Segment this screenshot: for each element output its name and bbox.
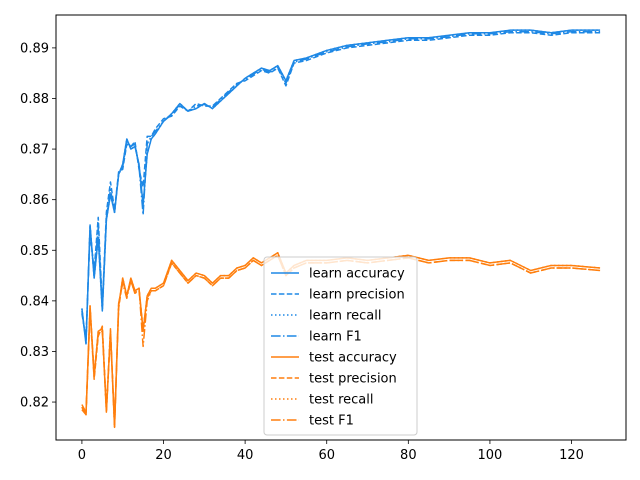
x-tick-label: 100 bbox=[478, 448, 503, 463]
x-tick-label: 60 bbox=[318, 448, 335, 463]
y-tick-label: 0.83 bbox=[20, 345, 49, 360]
x-tick-label: 20 bbox=[155, 448, 172, 463]
y-axis: 0.82 0.83 0.84 0.85 0.86 0.87 0.88 0.89 bbox=[20, 41, 56, 411]
x-tick-label: 40 bbox=[237, 448, 254, 463]
x-axis: 0 20 40 60 80 100 120 bbox=[78, 440, 584, 463]
series-line-learn-f1 bbox=[81, 30, 601, 343]
y-tick-label: 0.89 bbox=[20, 41, 49, 56]
y-tick-label: 0.86 bbox=[20, 193, 49, 208]
legend-label-learn-accuracy: learn accuracy bbox=[309, 267, 405, 282]
x-tick-label: 80 bbox=[400, 448, 417, 463]
x-tick-label: 120 bbox=[559, 448, 584, 463]
legend-box bbox=[263, 256, 418, 436]
legend-label-test-f1: test F1 bbox=[309, 414, 354, 429]
y-tick-label: 0.85 bbox=[20, 244, 49, 259]
legend-label-test-recall: test recall bbox=[309, 393, 374, 408]
legend: learn accuracy learn precision learn recal… bbox=[263, 256, 418, 436]
plot-frame bbox=[55, 14, 627, 441]
plot-lines bbox=[81, 29, 601, 429]
legend-label-test-accuracy: test accuracy bbox=[309, 351, 397, 366]
y-tick-label: 0.88 bbox=[20, 92, 49, 107]
y-tick-label: 0.82 bbox=[20, 396, 49, 411]
y-tick-label: 0.87 bbox=[20, 143, 49, 158]
legend-label-learn-recall: learn recall bbox=[309, 309, 381, 324]
series-line-learn-recall bbox=[81, 29, 601, 345]
legend-label-learn-f1: learn F1 bbox=[309, 330, 362, 345]
series-line-test-recall bbox=[81, 252, 601, 429]
legend-label-test-precision: test precision bbox=[309, 372, 397, 387]
series-line-test-f1 bbox=[81, 254, 601, 426]
x-tick-label: 0 bbox=[78, 448, 86, 463]
legend-label-learn-precision: learn precision bbox=[309, 288, 405, 303]
y-tick-label: 0.84 bbox=[20, 294, 49, 309]
